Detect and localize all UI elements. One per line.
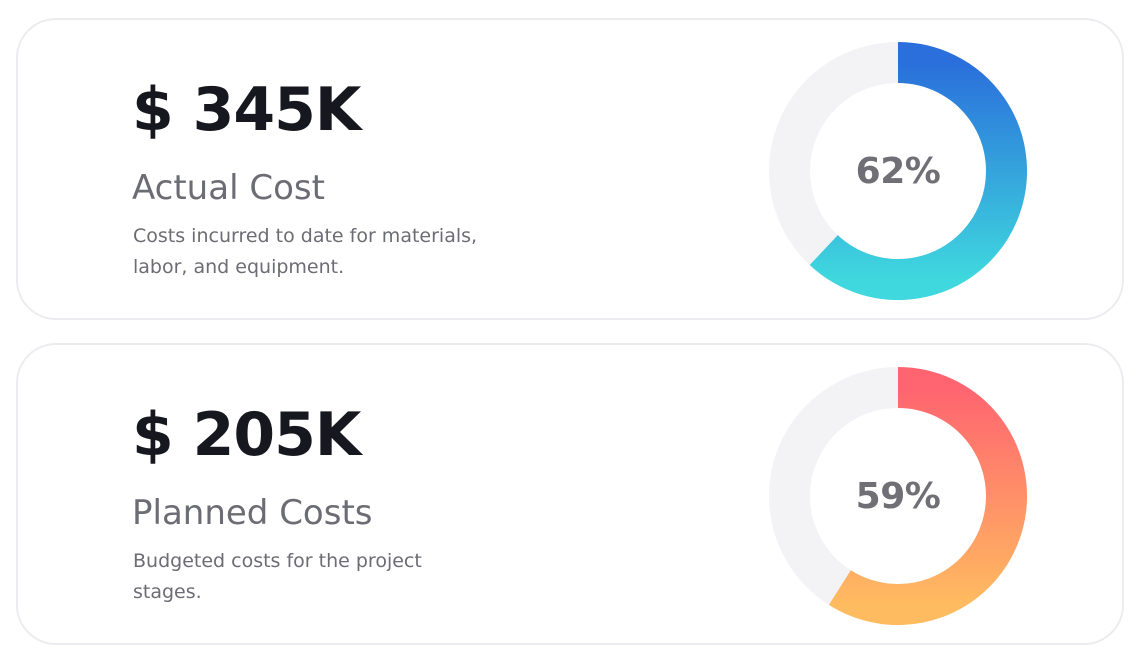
planned-costs-donut-arc	[828, 367, 1027, 625]
actual-cost-percent-label: 62%	[855, 150, 941, 192]
actual-cost-amount: $ 345K	[132, 75, 361, 145]
planned-costs-donut-chart: 59%	[769, 367, 1027, 625]
actual-cost-donut-svg	[769, 42, 1027, 300]
actual-cost-title: Actual Cost	[132, 168, 325, 208]
planned-costs-description: Budgeted costs for the project stages.	[133, 550, 422, 603]
actual-cost-donut-chart: 62%	[769, 42, 1027, 300]
actual-cost-description: Costs incurred to date for materials, la…	[133, 225, 478, 278]
planned-costs-amount: $ 205K	[132, 400, 361, 470]
planned-costs-card: $ 205K Planned Costs Budgeted costs for …	[16, 343, 1124, 645]
actual-cost-card: $ 345K Actual Cost Costs incurred to dat…	[16, 18, 1124, 320]
actual-cost-donut-arc	[809, 42, 1027, 300]
planned-costs-donut-svg	[769, 367, 1027, 625]
planned-costs-percent-label: 59%	[855, 475, 941, 517]
planned-costs-title: Planned Costs	[132, 493, 373, 533]
